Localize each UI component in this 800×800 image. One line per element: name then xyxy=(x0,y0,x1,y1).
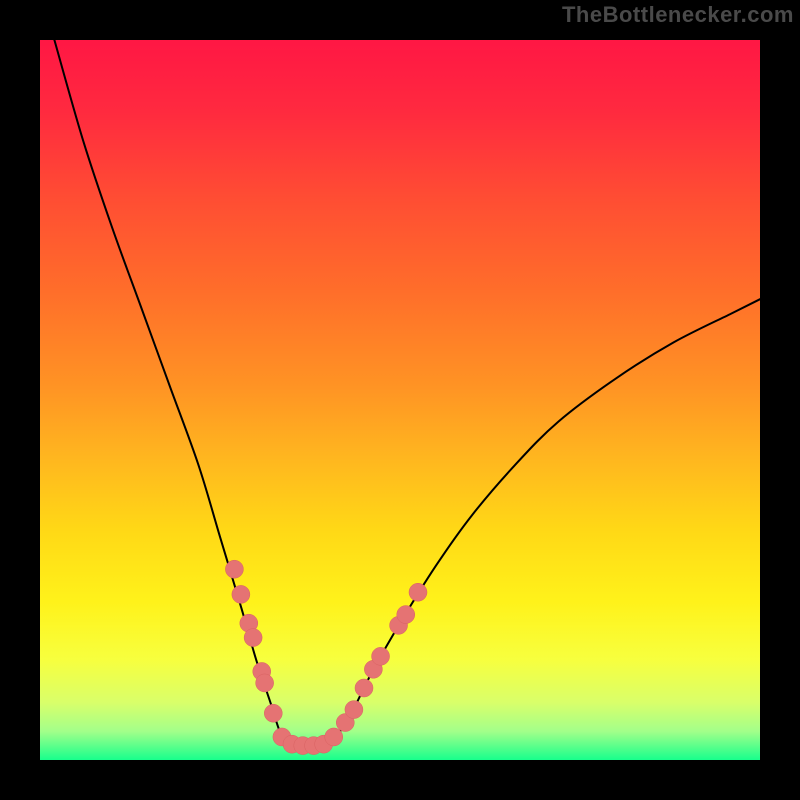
chart-svg xyxy=(0,0,800,800)
curve-marker xyxy=(345,701,363,719)
curve-marker xyxy=(397,606,415,624)
curve-marker xyxy=(372,647,390,665)
curve-marker xyxy=(232,585,250,603)
curve-marker xyxy=(264,704,282,722)
curve-marker xyxy=(355,679,373,697)
plot-gradient xyxy=(40,40,760,760)
curve-marker xyxy=(225,560,243,578)
chart-stage: TheBottlenecker.com xyxy=(0,0,800,800)
curve-marker xyxy=(256,674,274,692)
curve-marker xyxy=(244,629,262,647)
curve-marker xyxy=(325,728,343,746)
watermark-text: TheBottlenecker.com xyxy=(562,2,794,28)
curve-marker xyxy=(409,583,427,601)
